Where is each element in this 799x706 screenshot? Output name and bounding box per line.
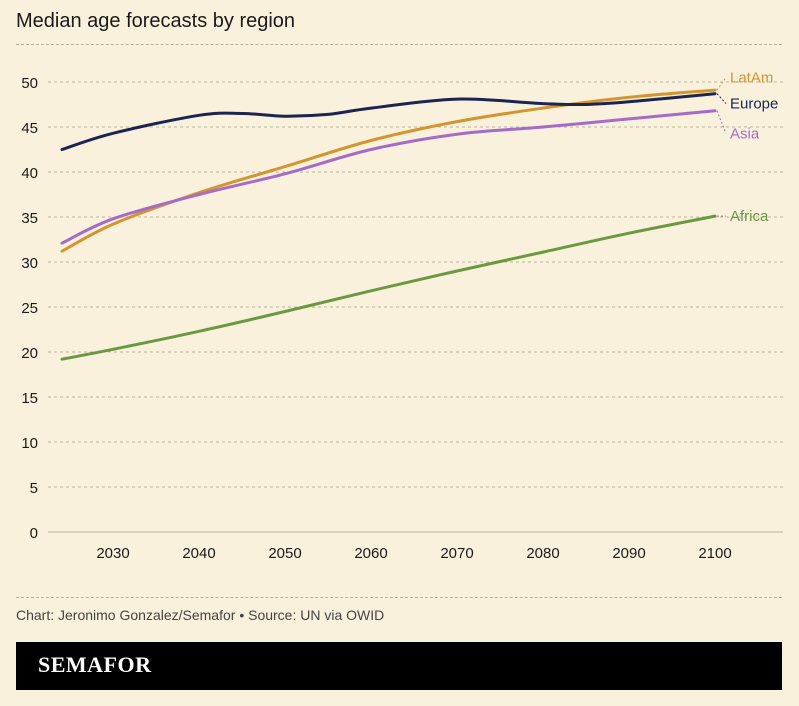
series-line-latam: [60, 88, 717, 253]
x-tick-label: 2040: [182, 545, 215, 562]
x-tick-label: 2030: [96, 545, 129, 562]
y-tick-label: 30: [21, 255, 38, 272]
chart-title: Median age forecasts by region: [16, 10, 296, 32]
series-end-labels: LatAm Europe Asia Africa: [716, 70, 778, 225]
x-tick-label: 2090: [612, 545, 645, 562]
gridlines: [48, 81, 783, 533]
x-tick-label: 2060: [354, 545, 387, 562]
y-tick-label: 45: [21, 120, 38, 137]
series-lines: [60, 88, 717, 361]
y-tick-label: 25: [21, 300, 38, 317]
y-tick-label: 15: [21, 390, 38, 407]
y-tick-label: 35: [21, 210, 38, 227]
series-label-latam: LatAm: [730, 70, 773, 87]
y-tick-label: 50: [21, 75, 38, 92]
series-label-asia: Asia: [730, 125, 760, 142]
series-line-africa: [60, 214, 717, 361]
source-note: Chart: Jeronimo Gonzalez/Semafor • Sourc…: [16, 607, 385, 623]
label-leader: [716, 93, 727, 104]
y-axis-ticks: 0 5 10 15 20 25 30 35 40 45 50: [21, 75, 38, 542]
series-line-europe: [60, 92, 717, 151]
brand-bar: SEMAFOR: [16, 642, 782, 690]
y-tick-label: 0: [30, 525, 38, 542]
x-tick-label: 2070: [440, 545, 473, 562]
title-divider: [16, 44, 782, 45]
source-divider: [16, 597, 782, 598]
series-label-africa: Africa: [730, 208, 769, 225]
x-tick-label: 2100: [698, 545, 731, 562]
label-leader: [716, 110, 727, 134]
series-label-europe: Europe: [730, 96, 778, 113]
semafor-logo: SEMAFOR: [38, 652, 152, 677]
y-tick-label: 40: [21, 165, 38, 182]
series-line-asia: [60, 109, 717, 245]
x-tick-label: 2050: [268, 545, 301, 562]
x-axis-ticks: 2030 2040 2050 2060 2070 2080 2090 2100: [96, 545, 731, 562]
line-chart: 0 5 10 15 20 25 30 35 40 45 50 2030 2040 2050 2060 207…: [21, 70, 783, 562]
label-leader: [716, 77, 727, 91]
y-tick-label: 5: [30, 480, 38, 497]
y-tick-label: 20: [21, 345, 38, 362]
x-tick-label: 2080: [526, 545, 559, 562]
y-tick-label: 10: [21, 435, 38, 452]
